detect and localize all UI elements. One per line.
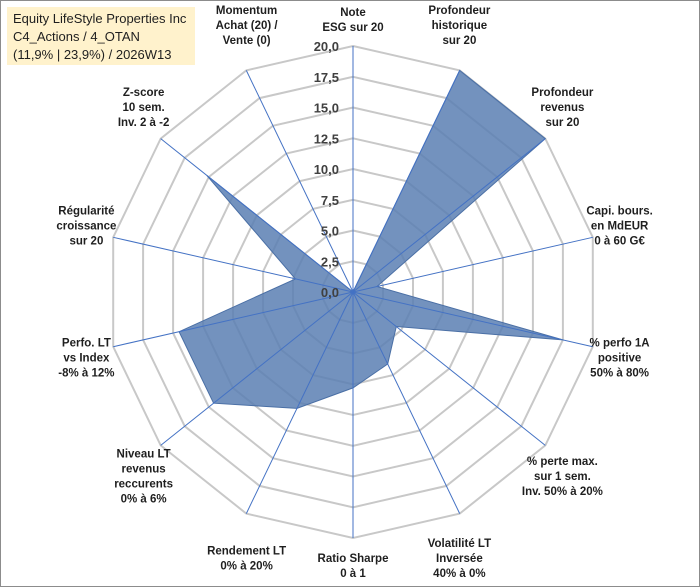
axis-label-line: Z-score (123, 87, 165, 99)
axis-label: % perte max. sur 1 sem. Inv. 50% à 20% (522, 456, 603, 498)
axis-spoke (113, 236, 354, 293)
tick-label: 15,0 (314, 101, 339, 116)
axis-label-line: croissance (56, 221, 116, 233)
axis-label-line: sur 20 (442, 35, 476, 47)
axis-label-line: Rendement LT (207, 546, 286, 558)
axis-label-line: Inv. 2 à -2 (118, 117, 170, 129)
tick-label: 10,0 (314, 162, 339, 177)
tick-label: 12,5 (314, 131, 339, 146)
axis-spoke (352, 70, 461, 293)
axis-label: Ratio Sharpe 0 à 1 (318, 553, 389, 580)
axis-spoke (352, 291, 461, 514)
axis-label-line: Régularité (58, 206, 114, 218)
axis-label: Profondeur historique sur 20 (428, 5, 490, 47)
axis-label-line: historique (432, 20, 488, 32)
axis-label-line: positive (598, 352, 641, 364)
tick-label: 5,0 (321, 224, 339, 239)
axis-label: Note ESG sur 20 (322, 7, 383, 34)
axis-label-line: Vente (0) (223, 35, 271, 47)
axis-label-line: % perte max. (527, 456, 598, 468)
axis-label-line: 10 sem. (122, 102, 164, 114)
tick-label: 2,5 (321, 254, 339, 269)
axis-label-line: 0% à 6% (121, 494, 167, 506)
axis-label: % perfo 1A positive 50% à 80% (590, 337, 650, 379)
axis-label-line: 50% à 80% (590, 367, 649, 379)
axis-spoke (352, 138, 546, 293)
axis-label: Perfo. LT vs Index -8% à 12% (58, 337, 114, 379)
axis-label: Z-score 10 sem. Inv. 2 à -2 (118, 87, 170, 129)
axis-spoke (352, 291, 593, 348)
axis-label-line: Volatilité LT (428, 538, 491, 550)
axis-label: Momentum Achat (20) / Vente (0) (216, 5, 279, 47)
axis-label-line: Ratio Sharpe (318, 553, 389, 565)
axis-label-line: 0 à 60 G€ (594, 236, 645, 248)
axis-label-line: Capi. bours. (586, 206, 652, 218)
axis-label-line: % perfo 1A (590, 337, 650, 349)
axis-label: Rendement LT 0% à 20% (207, 546, 286, 573)
axis-spoke (245, 291, 354, 514)
series-area (178, 69, 564, 409)
axis-spoke (352, 291, 546, 446)
axis-label-line: Profondeur (531, 87, 593, 99)
axis-spoke (160, 138, 354, 293)
tick-label: 7,5 (321, 193, 339, 208)
axis-label-line: -8% à 12% (58, 367, 114, 379)
axis-label-line: 40% à 0% (433, 568, 485, 580)
axis-label-line: Achat (20) / (216, 20, 279, 32)
axis-label-line: Niveau LT (117, 449, 171, 461)
axis-label-line: Note (340, 7, 366, 19)
axis-label: Profondeur revenus sur 20 (531, 87, 593, 129)
tick-label: 17,5 (314, 70, 339, 85)
axis-spoke (352, 236, 593, 293)
axis-spoke (245, 70, 354, 293)
tick-label: 0,0 (321, 285, 339, 300)
axis-spoke (113, 291, 354, 348)
axis-label-line: en MdEUR (591, 221, 649, 233)
axis-label: Capi. bours. en MdEUR 0 à 60 G€ (586, 206, 652, 248)
chart-title-stats: (11,9% | 23,9%) / 2026W13 (13, 47, 172, 62)
axis-label: Volatilité LT Inversée 40% à 0% (428, 538, 491, 580)
axis-label-line: Profondeur (428, 5, 490, 17)
axis-label-line: Inv. 50% à 20% (522, 486, 603, 498)
axis-spoke (160, 291, 354, 446)
axis-label: Régularité croissance sur 20 (56, 206, 116, 248)
tick-label: 20,0 (314, 39, 339, 54)
axis-label-line: Perfo. LT (62, 337, 111, 349)
axis-label-line: vs Index (63, 352, 110, 364)
axis-label-line: ESG sur 20 (322, 22, 383, 34)
chart-title-portfolio: C4_Actions / 4_OTAN (13, 29, 140, 44)
axis-label-line: revenus (122, 464, 166, 476)
axis-label-line: revenus (540, 102, 584, 114)
axis-label-line: sur 20 (69, 236, 103, 248)
axis-label-line: reccurents (114, 479, 173, 491)
chart-title-box: Equity LifeStyle Properties Inc C4_Actio… (7, 7, 195, 65)
chart-title-company: Equity LifeStyle Properties Inc (13, 11, 187, 26)
axis-label-line: Momentum (216, 5, 277, 17)
axis-label-line: 0 à 1 (340, 568, 366, 580)
axis-label-line: 0% à 20% (220, 561, 272, 573)
axis-label-line: sur 1 sem. (534, 471, 591, 483)
axis-label-line: Inversée (436, 553, 483, 565)
axis-label-line: sur 20 (545, 117, 579, 129)
axis-label: Niveau LT revenus reccurents 0% à 6% (114, 449, 173, 506)
